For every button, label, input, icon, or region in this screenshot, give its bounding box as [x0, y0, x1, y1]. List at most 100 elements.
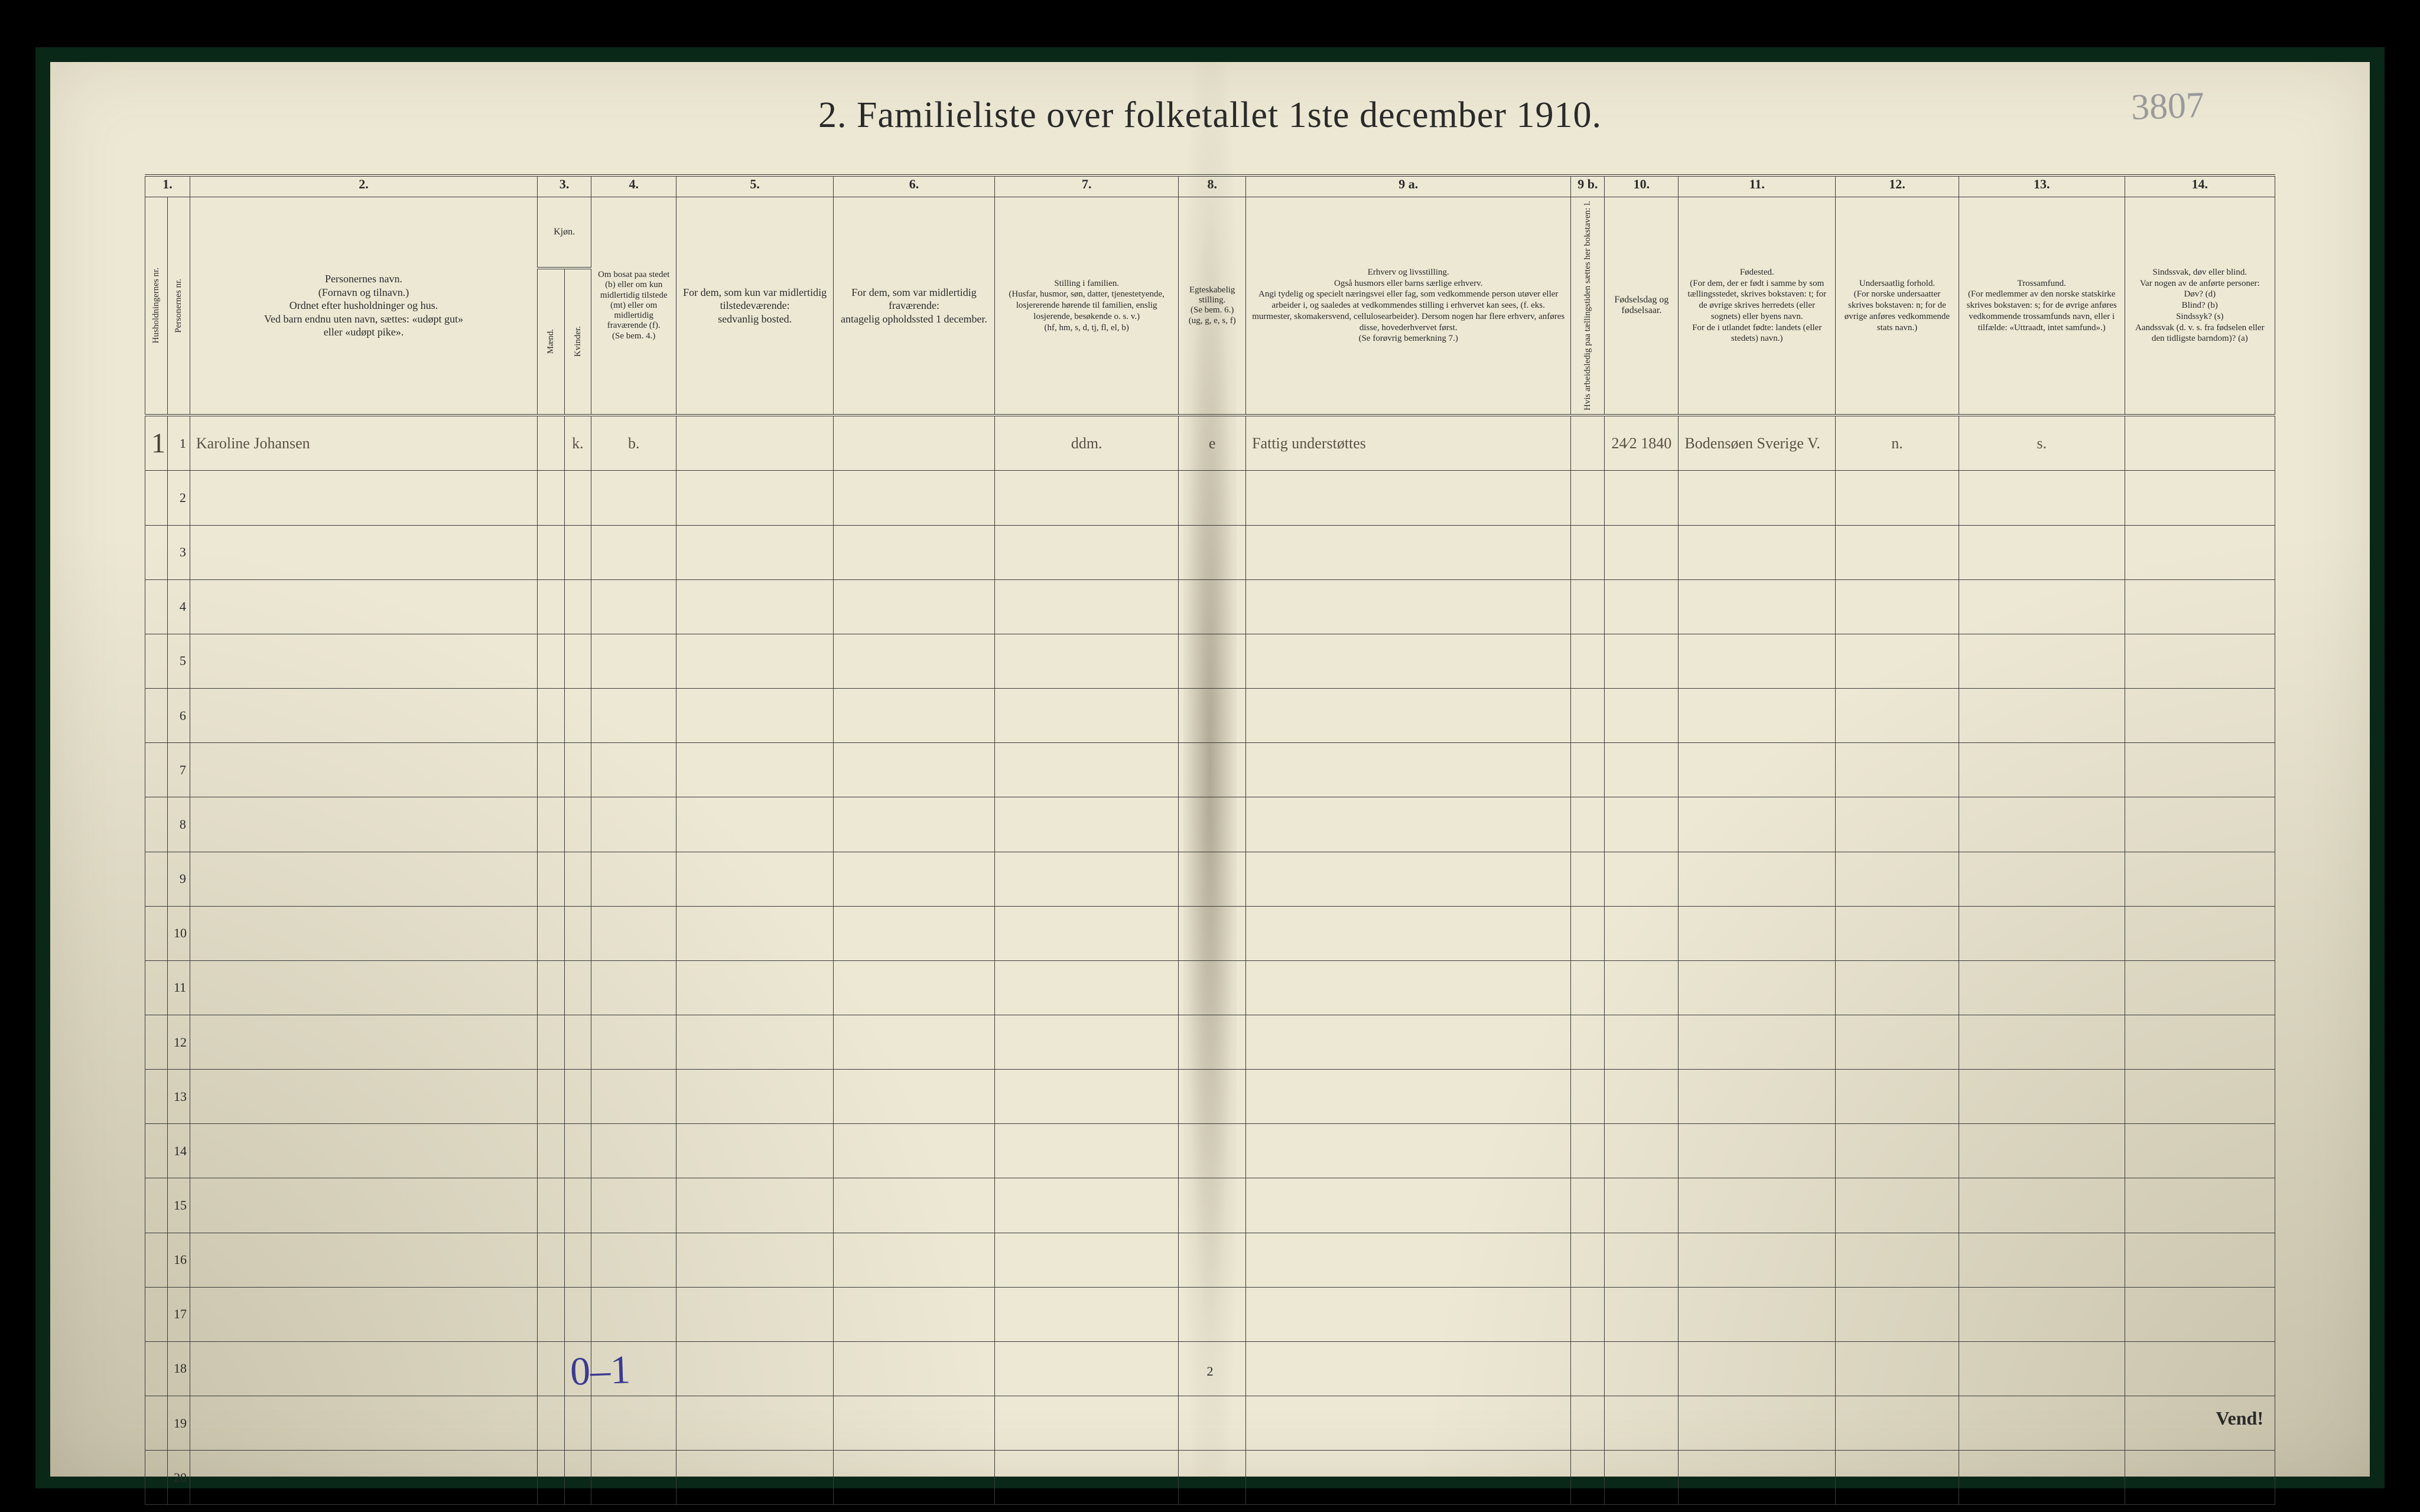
cell-birthplace [1679, 743, 1836, 797]
cell-status [591, 906, 676, 960]
cell-birth [1605, 1233, 1679, 1287]
cell-away [833, 634, 994, 688]
cell-status [591, 1124, 676, 1178]
cell-birth [1605, 1178, 1679, 1233]
cell-unemployed [1571, 960, 1605, 1015]
cell-disability [2125, 743, 2275, 797]
cell-person-no: 10 [167, 906, 190, 960]
hdr-sex: Kjøn. [538, 197, 591, 268]
cell-marital [1179, 1178, 1246, 1233]
cell-away [833, 797, 994, 852]
cell-sex-k [564, 743, 591, 797]
hdr-religion: Trossamfund. (For medlemmer av den norsk… [1959, 197, 2125, 415]
cell-name [190, 1015, 537, 1069]
cell-name [190, 797, 537, 852]
vend-label: Vend! [2216, 1407, 2263, 1429]
cell-name [190, 1178, 537, 1233]
hdr-marital-text: Egteskabelig stilling. (Se bem. 6.) (ug,… [1189, 285, 1236, 325]
cell-occupation [1246, 1451, 1571, 1505]
hdr-unemployed: Hvis arbeidsledig paa tællingstiden sætt… [1571, 197, 1605, 415]
cell-unemployed [1571, 471, 1605, 525]
cell-away [833, 689, 994, 743]
table-row: 19 [145, 1396, 2275, 1451]
cell-hh [145, 960, 168, 1015]
cell-unemployed [1571, 1396, 1605, 1451]
cell-birth [1605, 1451, 1679, 1505]
cell-occupation [1246, 634, 1571, 688]
cell-person-no: 2 [167, 471, 190, 525]
cell-name [190, 1233, 537, 1287]
cell-hh [145, 1015, 168, 1069]
cell-temp [676, 1341, 834, 1396]
cell-sex-k [564, 852, 591, 906]
cell-marital [1179, 579, 1246, 634]
cell-person-no: 7 [167, 743, 190, 797]
cell-hh [145, 906, 168, 960]
cell-away [833, 1396, 994, 1451]
table-row: 9 [145, 852, 2275, 906]
cell-temp [676, 525, 834, 579]
cell-name [190, 1070, 537, 1124]
cell-religion [1959, 1070, 2125, 1124]
colnum-13: 13. [1959, 175, 2125, 197]
cell-sex-m [538, 579, 565, 634]
table-row: 17 [145, 1287, 2275, 1341]
cell-unemployed [1571, 852, 1605, 906]
cell-away [833, 471, 994, 525]
cell-familypos [995, 906, 1179, 960]
cell-birthplace [1679, 1451, 1836, 1505]
cell-person-no: 3 [167, 525, 190, 579]
cell-sex-m [538, 1070, 565, 1124]
cell-person-no: 18 [167, 1341, 190, 1396]
cell-unemployed [1571, 1070, 1605, 1124]
cell-sex-m [538, 1178, 565, 1233]
cell-familypos [995, 634, 1179, 688]
cell-marital [1179, 852, 1246, 906]
hdr-name: Personernes navn. (Fornavn og tilnavn.) … [190, 197, 537, 415]
cell-person-no: 8 [167, 797, 190, 852]
table-row: 20 [145, 1451, 2275, 1505]
table-row: 5 [145, 634, 2275, 688]
cell-familypos [995, 471, 1179, 525]
cell-religion [1959, 1451, 2125, 1505]
cell-away [833, 1287, 994, 1341]
table-row: 8 [145, 797, 2275, 852]
cell-name [190, 1287, 537, 1341]
cell-occupation [1246, 906, 1571, 960]
cell-familypos [995, 1341, 1179, 1396]
cell-hh [145, 1233, 168, 1287]
table-row: 11Karoline Johansenk.b.ddm.eFattig under… [145, 415, 2275, 471]
cell-occupation [1246, 797, 1571, 852]
cell-hh [145, 471, 168, 525]
colnum-7: 7. [995, 175, 1179, 197]
cell-away [833, 1451, 994, 1505]
colnum-5: 5. [676, 175, 834, 197]
cell-sex-k [564, 1178, 591, 1233]
colnum-6: 6. [833, 175, 994, 197]
table-row: 7 [145, 743, 2275, 797]
cell-hh [145, 634, 168, 688]
cell-religion [1959, 579, 2125, 634]
cell-nationality [1836, 579, 1959, 634]
cell-temp [676, 797, 834, 852]
cell-birthplace: Bodensøen Sverige V. [1679, 415, 1836, 471]
cell-person-no: 6 [167, 689, 190, 743]
table-row: 15 [145, 1178, 2275, 1233]
cell-occupation [1246, 1015, 1571, 1069]
cell-name [190, 743, 537, 797]
hdr-marital: Egteskabelig stilling. (Se bem. 6.) (ug,… [1179, 197, 1246, 415]
hdr-birth-text: Fødselsdag og fødselsaar. [1614, 295, 1668, 315]
cell-unemployed [1571, 1233, 1605, 1287]
cell-hh [145, 1178, 168, 1233]
hdr-birth: Fødselsdag og fødselsaar. [1605, 197, 1679, 415]
hdr-nationality-text: Undersaatlig forhold. (For norske unders… [1845, 279, 1950, 333]
cell-disability [2125, 1015, 2275, 1069]
hdr-sex-k: Kvinder. [564, 268, 591, 415]
cell-birth [1605, 906, 1679, 960]
cell-unemployed [1571, 415, 1605, 471]
cell-religion: s. [1959, 415, 2125, 471]
cell-disability [2125, 1233, 2275, 1287]
cell-religion [1959, 852, 2125, 906]
cell-status [591, 689, 676, 743]
table-body: 11Karoline Johansenk.b.ddm.eFattig under… [145, 415, 2275, 1505]
